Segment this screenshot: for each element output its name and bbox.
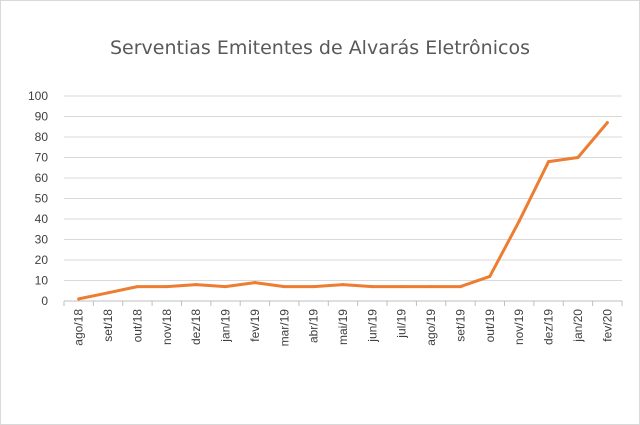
y-tick-label: 0	[41, 294, 48, 308]
chart-title: Serventias Emitentes de Alvarás Eletrôni…	[110, 37, 530, 59]
data-point	[370, 285, 374, 289]
data-point	[605, 121, 609, 125]
data-point	[400, 285, 404, 289]
x-tick-label: out/19	[483, 309, 497, 343]
data-point	[488, 274, 492, 278]
y-tick-label: 60	[35, 171, 49, 185]
x-tick-label: out/18	[130, 309, 144, 343]
data-point	[194, 283, 198, 287]
data-point	[77, 297, 81, 301]
y-tick-label: 80	[35, 130, 49, 144]
x-tick-label: fev/19	[248, 309, 262, 342]
x-tick-label: jan/19	[219, 309, 233, 343]
x-tick-label: mar/19	[277, 309, 291, 347]
data-point	[341, 283, 345, 287]
data-point	[106, 291, 110, 295]
x-tick-label: abr/19	[307, 309, 321, 343]
y-tick-label: 10	[35, 274, 49, 288]
x-tick-label: jan/20	[571, 309, 585, 343]
y-tick-label: 50	[35, 192, 49, 206]
data-point	[224, 285, 228, 289]
data-point	[253, 281, 257, 285]
y-tick-label: 20	[35, 253, 49, 267]
x-tick-label: jul/19	[395, 309, 409, 339]
data-point	[458, 285, 462, 289]
data-point	[312, 285, 316, 289]
x-tick-label: nov/18	[160, 309, 174, 345]
x-tick-label: fev/20	[600, 309, 614, 342]
x-tick-label: dez/18	[189, 309, 203, 345]
x-tick-label: set/19	[453, 309, 467, 342]
x-tick-label: jun/19	[365, 309, 379, 343]
series-line-0	[77, 121, 609, 301]
x-tick-label: mai/19	[336, 309, 350, 345]
data-point	[576, 156, 580, 159]
x-tick-label: ago/19	[424, 309, 438, 346]
data-point	[165, 285, 169, 289]
x-tick-label: nov/19	[512, 309, 526, 345]
y-tick-label: 30	[35, 233, 49, 247]
y-tick-label: 90	[35, 110, 49, 124]
data-point	[135, 285, 139, 289]
x-tick-label: dez/19	[542, 309, 556, 345]
y-tick-label: 100	[28, 89, 48, 103]
y-tick-label: 40	[35, 212, 49, 226]
data-point	[517, 219, 521, 223]
data-point	[547, 160, 551, 164]
data-point	[282, 285, 286, 289]
x-tick-label: set/18	[101, 309, 115, 342]
x-tick-label: ago/18	[72, 309, 86, 346]
data-point	[429, 285, 433, 289]
y-tick-label: 70	[35, 151, 49, 165]
